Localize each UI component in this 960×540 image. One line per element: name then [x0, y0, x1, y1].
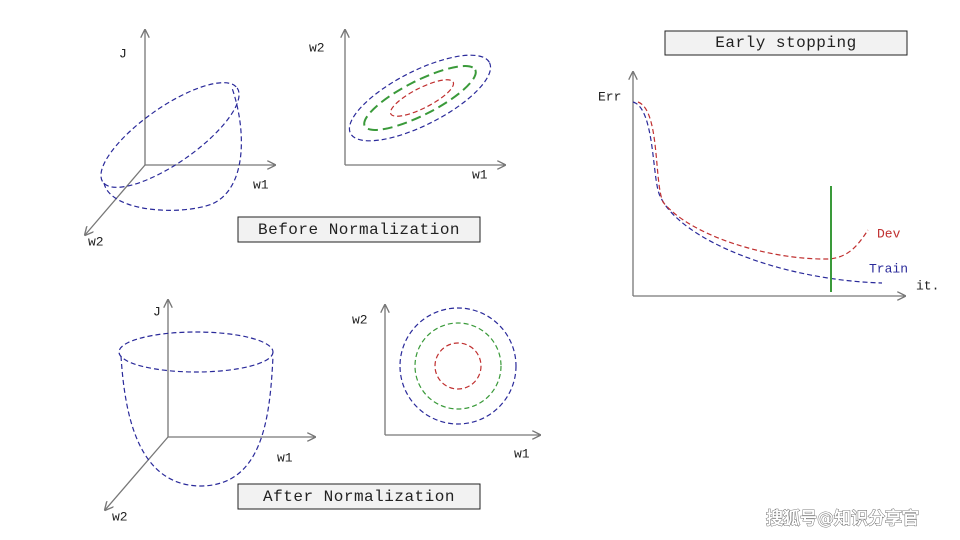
curve-label: Train	[869, 261, 908, 276]
axis-label: w2	[88, 234, 104, 249]
contour	[434, 342, 482, 390]
axis-label: w2	[112, 509, 128, 524]
label-box	[237, 483, 481, 510]
curve-label: Dev	[877, 226, 901, 241]
title-box	[664, 30, 908, 56]
axis-label: w2	[309, 40, 325, 55]
after-surface: J w1 w2	[105, 300, 315, 524]
contour	[389, 79, 455, 117]
section-label: After Normalization	[263, 488, 455, 506]
axis-label: J	[119, 46, 127, 61]
axis-label: Err	[598, 89, 621, 104]
axis-label: J	[153, 304, 161, 319]
axis-label: it.	[916, 278, 939, 293]
surface-rim	[118, 331, 274, 373]
watermark: 搜狐号@知识分享官	[766, 508, 919, 529]
axis-label: w1	[253, 177, 269, 192]
before-surface: J w1 w2	[85, 30, 275, 249]
contour	[414, 322, 502, 410]
before-contour: w2 w1	[309, 30, 505, 182]
contour	[399, 307, 517, 425]
label-box	[237, 216, 481, 243]
contour	[348, 54, 492, 142]
surface-rim	[100, 82, 240, 188]
dev-curve	[637, 101, 869, 260]
early-stopping-plot: Err it. Dev Train	[598, 72, 939, 296]
after-contour: w2 w1	[352, 305, 540, 461]
axis	[105, 436, 169, 510]
axis-label: w1	[514, 446, 530, 461]
axis-label: w1	[472, 167, 488, 182]
title: Early stopping	[715, 34, 856, 52]
axis-label: w1	[277, 450, 293, 465]
surface-bowl	[103, 87, 242, 211]
contour	[363, 65, 477, 131]
train-curve	[632, 101, 883, 284]
axis	[85, 164, 146, 235]
section-label: Before Normalization	[258, 221, 460, 239]
surface-bowl	[120, 355, 274, 487]
axis-label: w2	[352, 312, 368, 327]
